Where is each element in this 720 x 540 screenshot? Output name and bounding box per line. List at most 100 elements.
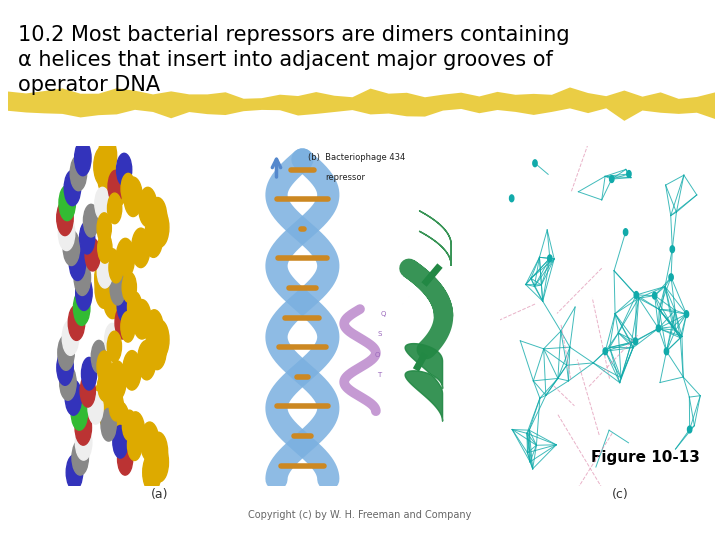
- Circle shape: [121, 312, 135, 342]
- Circle shape: [127, 292, 142, 322]
- Circle shape: [624, 229, 628, 235]
- Circle shape: [670, 246, 675, 253]
- Circle shape: [75, 410, 91, 445]
- Circle shape: [109, 167, 127, 206]
- Circle shape: [109, 252, 123, 283]
- Text: (a): (a): [151, 488, 168, 501]
- Circle shape: [91, 340, 107, 373]
- Circle shape: [127, 430, 142, 461]
- Circle shape: [73, 290, 90, 326]
- Circle shape: [548, 255, 552, 262]
- Circle shape: [94, 381, 112, 421]
- Circle shape: [634, 338, 638, 345]
- Circle shape: [97, 213, 112, 244]
- Circle shape: [99, 136, 117, 176]
- Circle shape: [124, 177, 143, 217]
- Circle shape: [69, 245, 86, 280]
- Circle shape: [95, 269, 113, 308]
- Circle shape: [62, 320, 78, 355]
- Circle shape: [79, 221, 95, 254]
- Circle shape: [117, 153, 132, 186]
- Circle shape: [132, 300, 151, 339]
- Circle shape: [123, 350, 141, 390]
- Circle shape: [88, 392, 103, 424]
- Circle shape: [81, 357, 96, 390]
- Circle shape: [122, 272, 136, 302]
- Circle shape: [64, 170, 81, 206]
- Circle shape: [143, 453, 161, 492]
- Circle shape: [132, 228, 150, 268]
- Text: Q: Q: [380, 311, 385, 317]
- Circle shape: [510, 195, 514, 202]
- Circle shape: [634, 292, 639, 299]
- Circle shape: [603, 348, 608, 355]
- Text: Figure 10-13: Figure 10-13: [591, 450, 700, 465]
- Text: operator DNA: operator DNA: [18, 75, 160, 95]
- Circle shape: [95, 259, 113, 298]
- Circle shape: [665, 348, 669, 355]
- Circle shape: [74, 260, 91, 295]
- Circle shape: [76, 425, 92, 460]
- Circle shape: [97, 351, 112, 382]
- Circle shape: [108, 361, 126, 400]
- Circle shape: [533, 160, 537, 167]
- Circle shape: [97, 371, 115, 410]
- Circle shape: [72, 440, 89, 475]
- Text: (b)  Bacteriophage 434: (b) Bacteriophage 434: [308, 153, 405, 161]
- Circle shape: [117, 289, 132, 322]
- Circle shape: [111, 402, 130, 441]
- Circle shape: [102, 248, 121, 288]
- Circle shape: [98, 370, 112, 401]
- Circle shape: [94, 146, 112, 186]
- Text: O: O: [374, 352, 379, 357]
- Circle shape: [113, 426, 128, 458]
- Circle shape: [71, 156, 86, 191]
- Circle shape: [150, 442, 168, 482]
- Circle shape: [140, 422, 159, 462]
- Circle shape: [121, 173, 135, 204]
- Circle shape: [117, 289, 135, 329]
- Circle shape: [107, 331, 122, 362]
- Text: (c): (c): [611, 488, 629, 501]
- Circle shape: [68, 305, 85, 340]
- Circle shape: [84, 204, 99, 237]
- Circle shape: [99, 392, 117, 431]
- Circle shape: [657, 325, 661, 332]
- Circle shape: [95, 187, 110, 220]
- Circle shape: [71, 395, 88, 430]
- Circle shape: [58, 335, 74, 370]
- Circle shape: [80, 374, 95, 407]
- Circle shape: [101, 408, 116, 441]
- Circle shape: [108, 170, 123, 203]
- Text: S: S: [377, 332, 382, 338]
- Circle shape: [60, 365, 76, 400]
- Circle shape: [85, 238, 100, 271]
- Circle shape: [98, 233, 112, 263]
- Circle shape: [138, 340, 156, 380]
- Text: 10.2 Most bacterial repressors are dimers containing: 10.2 Most bacterial repressors are dimer…: [18, 25, 570, 45]
- Circle shape: [148, 330, 166, 370]
- Polygon shape: [8, 87, 715, 121]
- Circle shape: [75, 140, 91, 176]
- Circle shape: [138, 187, 157, 227]
- Circle shape: [144, 218, 163, 258]
- Text: Copyright (c) by W. H. Freeman and Company: Copyright (c) by W. H. Freeman and Compa…: [248, 510, 472, 520]
- Circle shape: [610, 176, 614, 183]
- Circle shape: [107, 193, 122, 224]
- Circle shape: [669, 274, 673, 281]
- Circle shape: [116, 238, 135, 278]
- Circle shape: [150, 320, 169, 360]
- Circle shape: [684, 310, 688, 318]
- Circle shape: [104, 279, 122, 319]
- Circle shape: [104, 323, 120, 356]
- Circle shape: [145, 310, 163, 349]
- Circle shape: [688, 426, 692, 433]
- Circle shape: [150, 208, 169, 247]
- Circle shape: [76, 275, 92, 310]
- Circle shape: [66, 455, 83, 490]
- Circle shape: [627, 171, 631, 177]
- Circle shape: [66, 380, 81, 415]
- Circle shape: [110, 272, 125, 305]
- Circle shape: [122, 410, 137, 441]
- Circle shape: [63, 230, 80, 266]
